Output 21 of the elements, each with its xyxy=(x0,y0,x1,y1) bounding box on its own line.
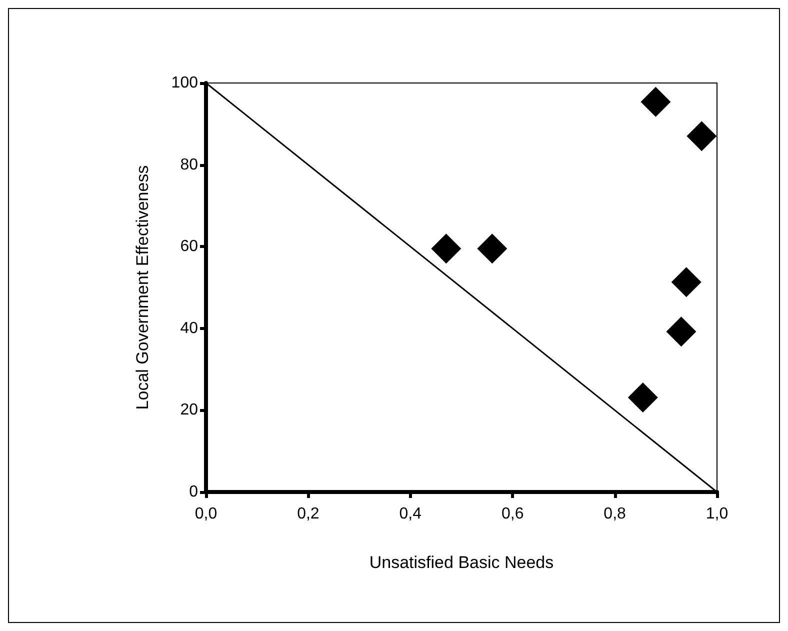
y-tick-label: 100 xyxy=(171,74,198,92)
point xyxy=(628,382,658,413)
point xyxy=(640,86,671,117)
x-tick-label: 1,0 xyxy=(706,506,728,522)
point xyxy=(666,316,696,347)
y-tick-label: 80 xyxy=(180,156,198,174)
y-tick-label: 0 xyxy=(189,484,198,500)
y-tick-label: 20 xyxy=(180,402,198,419)
point xyxy=(477,234,508,264)
x-tick-label: 0,4 xyxy=(399,506,422,522)
y-axis-title: Local Government Effectiveness xyxy=(133,165,152,410)
y-tick-label: 40 xyxy=(180,320,198,337)
x-axis-title: Unsatisfied Basic Needs xyxy=(369,553,554,572)
x-tick-label: 0,0 xyxy=(194,506,218,522)
x-tick-label: 0,6 xyxy=(501,506,524,522)
point xyxy=(431,234,462,264)
x-tick-label: 0,8 xyxy=(604,506,626,522)
point xyxy=(671,267,702,298)
x-tick-label: 0,2 xyxy=(297,506,320,522)
point xyxy=(686,121,717,152)
y-tick-label: 60 xyxy=(180,238,198,256)
